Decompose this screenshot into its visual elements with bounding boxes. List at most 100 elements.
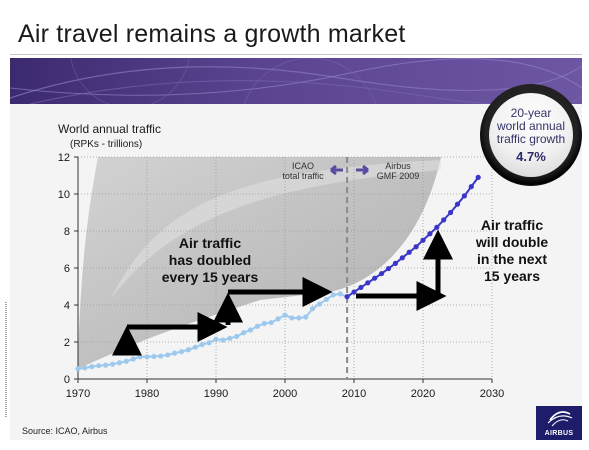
- data-point: [337, 291, 343, 297]
- y-tick-label: 0: [64, 374, 70, 386]
- growth-rate-badge-face: 20-year world annual traffic growth 4.7%: [489, 93, 573, 177]
- data-point: [213, 336, 219, 342]
- y-tick-label: 12: [58, 152, 70, 164]
- data-point: [144, 354, 150, 360]
- data-point: [178, 349, 185, 355]
- data-point: [268, 319, 274, 326]
- icao-arrow-icon: [330, 164, 343, 176]
- data-point: [247, 327, 254, 333]
- data-point: [103, 362, 109, 368]
- chart-title: World annual traffic: [58, 122, 161, 136]
- data-point: [372, 275, 378, 281]
- right-annotation-line3: in the next: [477, 251, 547, 267]
- title-divider: [10, 54, 582, 55]
- chart-subtitle: (RPKs - trillions): [70, 139, 142, 150]
- data-point: [468, 184, 474, 190]
- data-point: [323, 296, 329, 303]
- data-point: [116, 360, 122, 366]
- data-point: [413, 244, 419, 250]
- data-point: [89, 364, 95, 370]
- airbus-logo: AIRBUS: [536, 406, 582, 440]
- data-point: [296, 315, 302, 321]
- data-point: [289, 315, 295, 321]
- badge-text-line2: world annual: [496, 119, 566, 133]
- left-annotation-line3: every 15 years: [162, 269, 259, 285]
- data-point: [234, 333, 240, 340]
- right-annotation-line1: Air traffic: [481, 217, 543, 233]
- growth-rate-badge: 20-year world annual traffic growth 4.7%: [480, 84, 582, 186]
- data-point: [316, 301, 323, 307]
- x-tick-label: 1980: [135, 388, 159, 400]
- data-point: [282, 312, 288, 318]
- data-point: [461, 193, 467, 199]
- data-point: [344, 294, 350, 300]
- data-point: [420, 237, 426, 243]
- data-point: [151, 353, 157, 360]
- data-point: [385, 265, 392, 272]
- data-point: [351, 289, 357, 295]
- data-point: [75, 366, 81, 372]
- data-point: [441, 217, 447, 223]
- data-point: [158, 353, 164, 359]
- data-point: [185, 347, 191, 353]
- data-point: [254, 323, 260, 329]
- data-point: [227, 335, 233, 341]
- y-tick-label: 2: [64, 337, 70, 349]
- x-tick-label: 2000: [273, 388, 297, 400]
- airbus-label-line2: GMF 2009: [377, 171, 420, 181]
- x-tick-label: 1990: [204, 388, 228, 400]
- data-point: [82, 365, 88, 371]
- data-point: [392, 260, 398, 266]
- data-point: [206, 340, 212, 346]
- y-tick-label: 8: [64, 226, 70, 238]
- data-point: [330, 292, 336, 298]
- copyright-fine-print: [5, 302, 7, 418]
- data-point: [399, 255, 405, 261]
- data-point: [137, 354, 143, 360]
- y-tick-label: 6: [64, 263, 70, 275]
- logo-wordmark: AIRBUS: [544, 430, 574, 437]
- y-tick-label: 10: [58, 189, 70, 201]
- data-point: [275, 316, 281, 322]
- growth-shade-area: [78, 157, 441, 369]
- icao-label-line1: ICAO: [292, 161, 314, 171]
- growth-shade-highlight: [110, 160, 441, 300]
- data-point: [454, 201, 461, 207]
- airbus-label-line1: Airbus: [385, 161, 411, 171]
- data-point: [434, 224, 440, 230]
- badge-text-line1: 20-year: [510, 106, 552, 120]
- x-tick-label: 2030: [480, 388, 504, 400]
- left-annotation-line1: Air traffic: [179, 235, 241, 251]
- airbus-logo-mark-icon: [547, 411, 573, 427]
- data-point: [109, 361, 116, 367]
- data-point: [475, 174, 481, 180]
- data-point: [448, 209, 454, 216]
- source-note: Source: ICAO, Airbus: [22, 426, 108, 436]
- data-point: [130, 356, 136, 362]
- x-tick-label: 2020: [411, 388, 435, 400]
- badge-growth-value: 4.7%: [516, 149, 546, 164]
- icao-label-line2: total traffic: [282, 171, 324, 181]
- header-banner: [10, 58, 582, 104]
- airbus-arrow-icon: [356, 164, 369, 176]
- data-point: [261, 320, 267, 327]
- data-point: [310, 306, 316, 312]
- data-point: [199, 341, 205, 348]
- x-tick-label: 1970: [66, 388, 90, 400]
- data-point: [241, 330, 247, 336]
- data-point: [379, 270, 385, 277]
- data-point: [172, 350, 178, 356]
- slide-title: Air travel remains a growth market: [18, 20, 406, 48]
- data-point: [220, 337, 226, 343]
- data-point: [427, 231, 433, 237]
- y-tick-label: 4: [64, 300, 70, 312]
- data-point: [192, 344, 198, 350]
- badge-text-line3: traffic growth: [496, 132, 566, 146]
- x-tick-label: 2010: [342, 388, 366, 400]
- data-point: [365, 280, 371, 286]
- data-point: [406, 249, 412, 255]
- data-point: [96, 363, 102, 369]
- left-annotation-line2: has doubled: [169, 252, 251, 268]
- right-annotation-line2: will double: [475, 234, 549, 250]
